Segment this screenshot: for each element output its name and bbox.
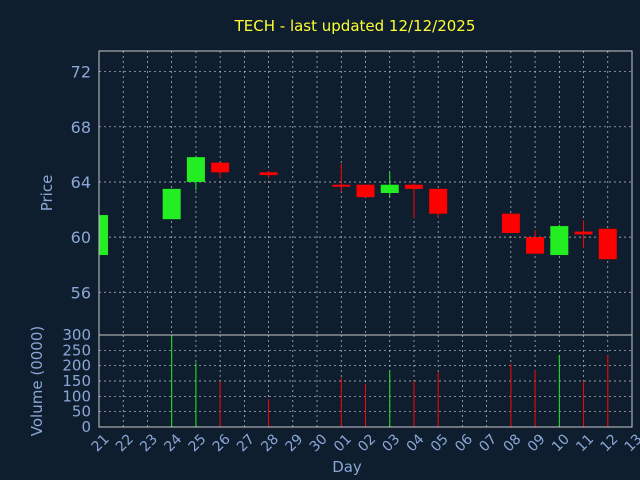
volume-bars: [98, 335, 609, 427]
volume-tick-label: 200: [62, 357, 91, 375]
x-tick-label: 13: [622, 431, 640, 455]
candle-body: [429, 188, 448, 214]
x-tick-labels: 21 22 23 24 25 26 27 28 29 30 01 02 03 04 05 06 07 08 09 10…: [89, 431, 640, 455]
x-tick-label: 23: [137, 431, 161, 455]
candle-body: [211, 162, 230, 173]
x-tick-label: 28: [258, 431, 282, 455]
candle-body: [356, 184, 375, 198]
x-tick-label: 05: [428, 431, 452, 455]
x-tick-label: 25: [186, 431, 210, 455]
x-tick-label: 04: [404, 431, 428, 455]
chart-title: TECH - last updated 12/12/2025: [234, 17, 476, 35]
x-tick-label: 10: [549, 431, 573, 455]
x-tick-label: 21: [89, 431, 113, 455]
x-axis-label: Day: [332, 458, 362, 476]
x-tick-label: 08: [501, 431, 525, 455]
volume-tick-label: 100: [62, 387, 91, 405]
volume-tick-label: 250: [62, 341, 91, 359]
x-tick-label: 02: [355, 431, 379, 455]
x-tick-label: 30: [307, 431, 331, 455]
x-tick-label: 11: [573, 431, 597, 455]
price-tick-label: 60: [71, 228, 91, 247]
candle-body: [501, 213, 520, 233]
price-tick-labels: 56 60 64 68 72: [71, 63, 91, 303]
price-gridlines: [98, 51, 633, 335]
candles: [98, 155, 617, 260]
x-tick-label: 27: [234, 431, 258, 455]
price-tick-label: 56: [71, 283, 91, 302]
x-tick-label: 26: [210, 431, 234, 455]
candle-body: [526, 237, 545, 254]
price-axis-label: Price: [38, 175, 56, 212]
price-tick-label: 72: [71, 63, 91, 82]
price-panel: 56 60 64 68 72: [71, 50, 633, 336]
candle-body: [598, 228, 617, 260]
price-tick-label: 68: [71, 118, 91, 137]
volume-tick-label: 50: [72, 403, 91, 421]
x-tick-label: 12: [597, 431, 621, 455]
x-tick-label: 29: [283, 431, 307, 455]
x-tick-label: 09: [525, 431, 549, 455]
volume-tick-label: 0: [81, 418, 91, 436]
price-tick-label: 64: [71, 173, 91, 192]
x-tick-label: 07: [476, 431, 500, 455]
candle-body: [404, 184, 423, 189]
x-tick-label: 03: [379, 431, 403, 455]
volume-tick-label: 150: [62, 372, 91, 390]
candle-body: [574, 231, 593, 235]
x-tick-label: 01: [331, 431, 355, 455]
volume-panel-frame: [98, 334, 633, 428]
candle-body: [550, 226, 569, 256]
candle-body: [332, 184, 351, 187]
candle-body: [186, 157, 205, 182]
candle-body: [380, 184, 399, 193]
x-tick-label: 06: [452, 431, 476, 455]
candle-body: [162, 188, 181, 220]
volume-tick-label: 300: [62, 326, 91, 344]
candle-body: [99, 215, 108, 256]
x-tick-label: 22: [113, 431, 137, 455]
volume-axis-label: Volume (0000): [28, 326, 46, 436]
candle-body: [259, 172, 278, 176]
x-tick-label: 24: [161, 431, 185, 455]
